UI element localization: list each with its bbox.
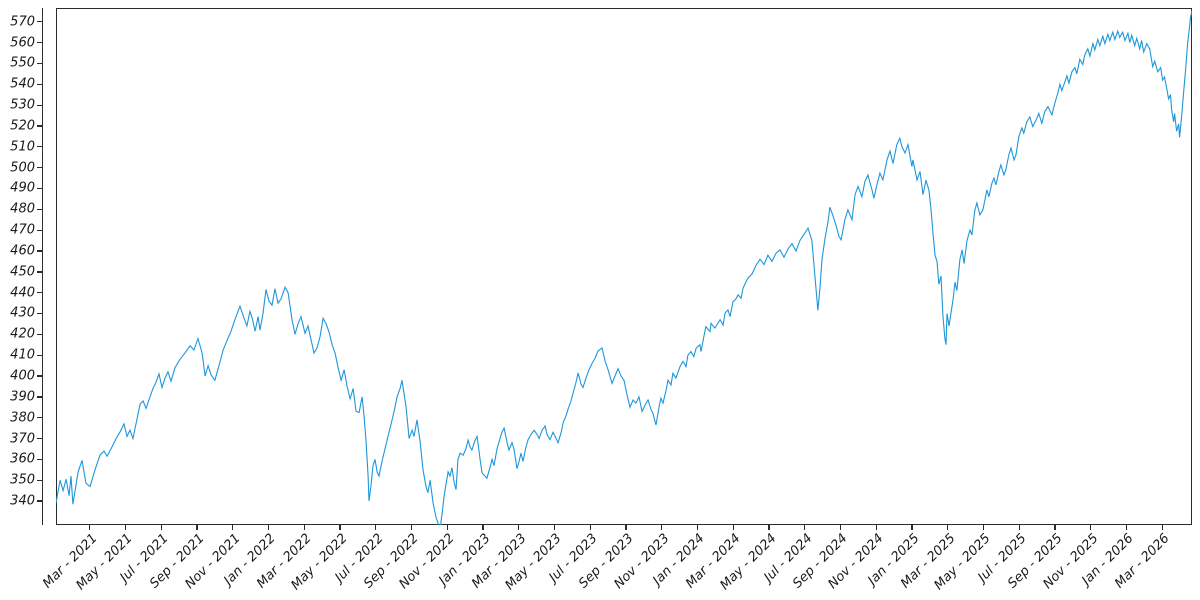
y-tick-label: 490 bbox=[10, 180, 35, 196]
y-tick-label: 370 bbox=[10, 431, 35, 447]
y-tick-label: 340 bbox=[10, 493, 35, 509]
y-tick-label: 430 bbox=[10, 305, 35, 321]
y-tick bbox=[37, 437, 42, 440]
y-tick-label: 380 bbox=[10, 410, 35, 426]
price-line-series bbox=[56, 10, 1192, 525]
x-tick bbox=[982, 525, 985, 530]
y-tick-label: 470 bbox=[10, 222, 35, 238]
y-tick bbox=[37, 250, 42, 252]
x-tick bbox=[124, 525, 127, 530]
x-tick bbox=[410, 525, 413, 530]
x-tick bbox=[625, 525, 627, 530]
y-tick-label: 550 bbox=[10, 55, 35, 71]
x-tick bbox=[303, 525, 305, 530]
y-tick-label: 360 bbox=[10, 451, 35, 467]
y-tick bbox=[37, 62, 42, 65]
x-tick bbox=[446, 525, 448, 530]
y-tick-label: 480 bbox=[10, 201, 35, 217]
x-tick bbox=[196, 525, 198, 530]
x-tick bbox=[911, 525, 913, 530]
y-tick bbox=[37, 479, 42, 481]
y-tick bbox=[37, 83, 42, 85]
y-tick bbox=[37, 104, 42, 106]
y-tick bbox=[37, 187, 42, 190]
x-tick bbox=[482, 525, 484, 530]
x-tick bbox=[696, 525, 699, 530]
y-tick-label: 410 bbox=[10, 347, 35, 363]
y-tick-label: 450 bbox=[10, 264, 35, 280]
x-tick bbox=[339, 525, 341, 530]
y-tick-label: 510 bbox=[10, 139, 35, 155]
x-tick bbox=[1125, 525, 1128, 530]
y-tick bbox=[37, 333, 42, 336]
y-tick bbox=[37, 292, 42, 294]
y-tick bbox=[37, 500, 42, 502]
x-tick bbox=[1090, 525, 1092, 530]
y-tick-label: 440 bbox=[10, 285, 35, 301]
y-tick-label: 420 bbox=[10, 326, 35, 342]
y-tick bbox=[37, 354, 42, 356]
y-tick-label: 560 bbox=[10, 35, 35, 51]
x-tick bbox=[375, 525, 377, 530]
y-tick bbox=[37, 396, 42, 398]
y-tick-label: 500 bbox=[10, 160, 35, 176]
y-tick-label: 400 bbox=[10, 368, 35, 384]
x-tick bbox=[89, 525, 91, 530]
x-tick bbox=[553, 525, 556, 530]
x-tick bbox=[875, 525, 877, 530]
price-line-chart bbox=[56, 10, 1192, 525]
y-tick-label: 540 bbox=[10, 76, 35, 92]
y-tick bbox=[37, 229, 42, 231]
x-tick bbox=[839, 525, 842, 530]
x-tick bbox=[589, 525, 591, 530]
y-axis-spine bbox=[42, 8, 44, 525]
y-tick bbox=[37, 125, 42, 127]
y-tick bbox=[37, 271, 42, 273]
x-tick bbox=[661, 525, 663, 530]
x-tick bbox=[947, 525, 949, 530]
y-tick bbox=[37, 375, 42, 377]
y-tick bbox=[37, 41, 42, 44]
y-tick-label: 390 bbox=[10, 389, 35, 405]
y-tick-label: 530 bbox=[10, 97, 35, 113]
x-tick bbox=[768, 525, 770, 530]
x-tick bbox=[232, 525, 234, 530]
y-tick bbox=[37, 312, 42, 315]
y-tick-label: 350 bbox=[10, 472, 35, 488]
y-tick-label: 570 bbox=[10, 14, 35, 30]
y-tick bbox=[37, 458, 42, 461]
y-tick bbox=[37, 146, 42, 148]
x-tick bbox=[1161, 525, 1163, 530]
y-tick-label: 520 bbox=[10, 118, 35, 134]
x-tick bbox=[518, 525, 520, 530]
y-tick bbox=[37, 21, 42, 23]
y-tick bbox=[37, 167, 42, 169]
x-tick bbox=[1018, 525, 1020, 530]
x-tick bbox=[804, 525, 806, 530]
x-tick bbox=[160, 525, 162, 530]
x-tick bbox=[1054, 525, 1056, 530]
y-tick-label: 460 bbox=[10, 243, 35, 259]
y-tick bbox=[37, 417, 42, 419]
x-tick bbox=[732, 525, 734, 530]
plot-frame bbox=[56, 8, 1192, 525]
x-tick bbox=[267, 525, 270, 530]
y-tick bbox=[37, 208, 42, 210]
